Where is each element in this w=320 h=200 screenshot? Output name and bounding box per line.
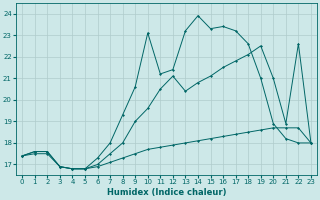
X-axis label: Humidex (Indice chaleur): Humidex (Indice chaleur) bbox=[107, 188, 226, 197]
